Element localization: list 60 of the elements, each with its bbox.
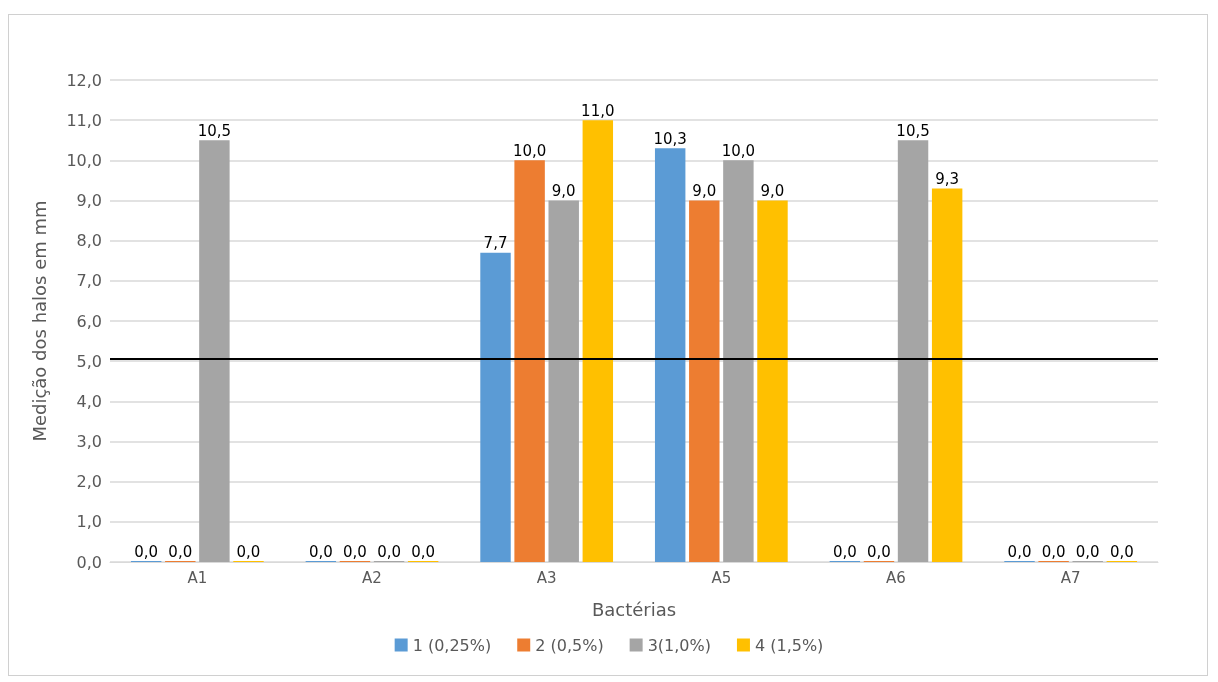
data-label: 0,0 [832,542,857,561]
y-tick-label: 9,0 [76,191,102,210]
bar [689,200,720,562]
bar [199,140,230,562]
legend-label: 4 (1,5%) [754,635,824,655]
data-label: 0,0 [1007,542,1032,561]
data-label: 10,0 [721,141,756,160]
y-tick-label: 5,0 [76,351,102,371]
bar [548,200,579,562]
y-tick-label: 6,0 [76,311,102,331]
data-label: 9,0 [760,182,785,200]
data-label: 0,0 [411,542,436,561]
x-tick-label: A7 [1060,568,1081,587]
y-tick-label: 12,0 [66,70,102,90]
data-label: 10,0 [512,141,547,160]
data-label: 9,0 [551,182,576,200]
x-axis-title: Bactérias [591,598,677,620]
legend-label: 3(1,0%) [647,635,711,655]
data-label: 0,0 [343,542,367,561]
data-label: 9,0 [692,182,717,200]
bar [654,148,686,562]
legend-label: 1 (0,25%) [412,635,492,655]
data-label: 0,0 [1041,542,1066,561]
x-tick-label: A2 [362,568,382,587]
data-label: 0,0 [168,542,193,561]
data-label: 11,0 [581,101,615,120]
data-label: 10,3 [653,129,687,148]
data-label: 10,5 [197,121,232,140]
data-label: 10,5 [896,121,930,140]
y-axis-title: Medição dos halos em mm [28,200,50,442]
x-tick-label: A6 [886,568,906,587]
data-label: 0,0 [134,542,159,561]
data-label: 0,0 [236,542,261,561]
data-label: 7,7 [483,234,508,253]
bar [931,188,963,562]
bar [757,200,788,562]
y-tick-label: 1,0 [76,512,102,532]
bar [897,140,929,562]
y-tick-label: 3,0 [76,432,102,451]
x-tick-label: A1 [187,568,208,587]
y-tick-label: 11,0 [66,110,102,130]
bar [582,120,614,562]
x-tick-label: A5 [711,568,732,587]
data-label: 9,3 [935,169,960,188]
data-label: 0,0 [308,542,333,561]
y-tick-label: 2,0 [76,472,102,492]
y-tick-label: 7,0 [76,271,102,291]
y-tick-label: 0,0 [76,552,102,572]
bar [480,252,511,562]
y-tick-label: 8,0 [76,231,102,251]
bar [723,160,754,562]
bar [514,160,545,562]
data-label: 0,0 [1109,542,1134,561]
data-label: 0,0 [1075,542,1100,561]
legend-label: 2 (0,5%) [535,635,604,655]
data-label: 0,0 [377,542,401,561]
y-tick-label: 4,0 [76,391,102,411]
x-tick-label: A3 [536,568,557,587]
data-label: 0,0 [867,542,891,561]
y-tick-label: 10,0 [66,150,102,170]
